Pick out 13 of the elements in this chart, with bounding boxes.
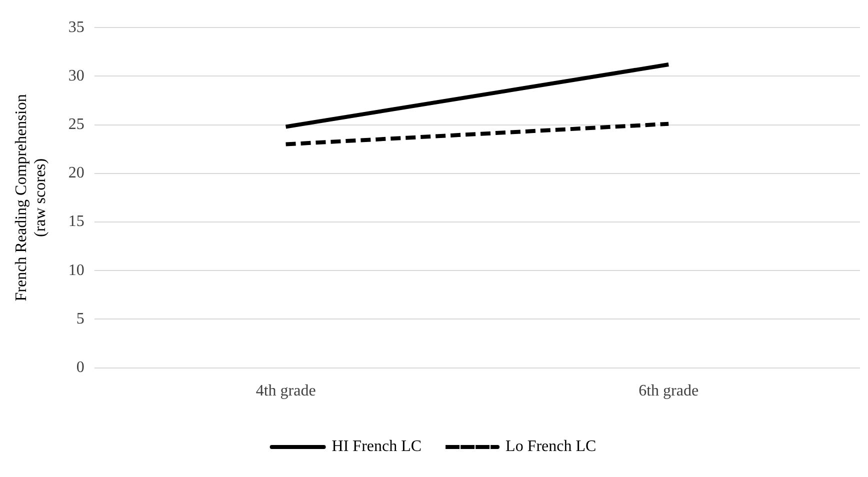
y-tick-label: 35 [68,18,84,36]
y-tick-label: 15 [68,213,84,230]
y-tick-label: 30 [68,67,84,84]
x-tick-label: 6th grade [638,382,699,400]
legend-label: HI French LC [332,438,422,456]
y-axis-title: French Reading Comprehension (raw scores) [12,94,50,302]
legend-label: Lo French LC [506,438,596,456]
y-tick-label: 5 [76,310,84,328]
x-tick-label: 4th grade [256,382,316,400]
y-tick-label: 0 [76,359,84,376]
y-tick-label: 25 [68,116,84,134]
y-tick-label: 20 [68,164,84,182]
y-tick-label: 10 [68,262,84,279]
